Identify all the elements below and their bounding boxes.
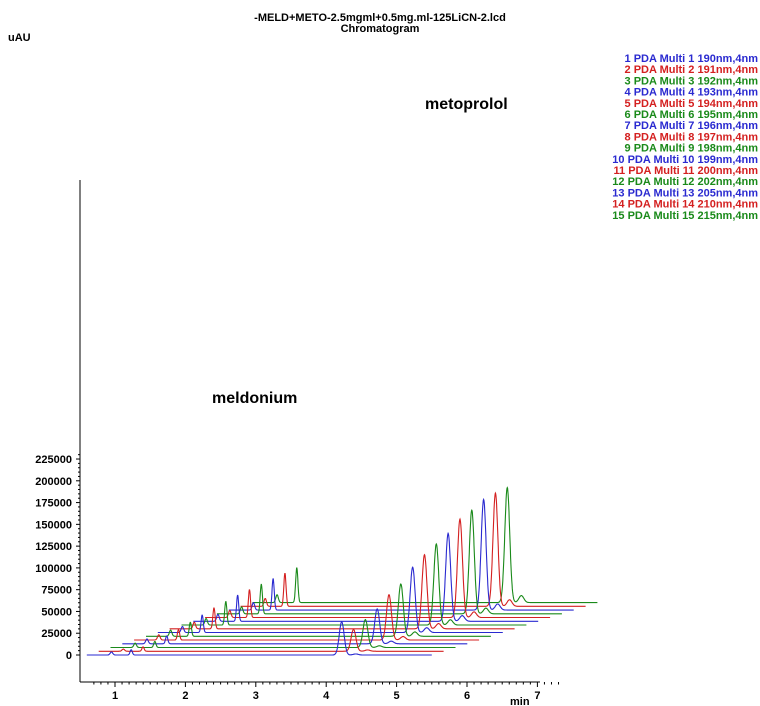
peak-annotation: meldonium <box>212 390 297 407</box>
peak-annotations: meldonium metoprolol <box>212 96 508 407</box>
trace-line <box>252 486 598 604</box>
trace-line <box>240 491 586 607</box>
trace-line <box>86 621 432 656</box>
y-tick-label: 150000 <box>35 519 72 531</box>
y-tick-label: 175000 <box>35 498 72 510</box>
trace-line <box>146 583 491 637</box>
x-tick-label: 4 <box>323 690 330 702</box>
trace-line <box>228 497 574 611</box>
y-tick-label: 125000 <box>35 541 72 553</box>
axes: 0 25000 50000 75000 100000 125000 150000 175000… <box>35 180 560 702</box>
y-tick-label: 200000 <box>35 476 72 488</box>
legend-entry: 2 PDA Multi 2 191nm,4nm <box>625 64 759 76</box>
x-tick-label: 6 <box>464 690 470 702</box>
trace-line <box>205 517 551 619</box>
y-tick-label: 25000 <box>41 628 72 640</box>
legend-entry: 3 PDA Multi 3 192nm,4nm <box>625 75 759 87</box>
chromatogram-traces <box>86 486 598 656</box>
legend-entry: 11 PDA Multi 11 200nm,4nm <box>614 165 759 177</box>
x-tick-label: 1 <box>112 690 118 702</box>
x-tick-label: 5 <box>394 690 400 702</box>
legend-entry: 4 PDA Multi 4 193nm,4nm <box>625 87 759 99</box>
legend-entry: 7 PDA Multi 7 196nm,4nm <box>625 120 759 132</box>
legend-entry: 1 PDA Multi 1 190nm,4nm <box>625 53 759 65</box>
peak-annotation: metoprolol <box>425 96 508 113</box>
legend-entry: 5 PDA Multi 5 194nm,4nm <box>625 98 759 110</box>
trace-line <box>181 542 527 626</box>
legend-entry: 15 PDA Multi 15 215nm,4nm <box>612 210 758 222</box>
y-tick-label: 50000 <box>41 606 72 618</box>
legend-entry: 6 PDA Multi 6 195nm,4nm <box>625 109 759 121</box>
legend-entry: 14 PDA Multi 14 210nm,4nm <box>612 199 758 211</box>
y-tick-label: 100000 <box>35 563 72 575</box>
y-tick-label: 75000 <box>41 585 72 597</box>
trace-line <box>98 628 444 652</box>
legend-entry: 10 PDA Multi 10 199nm,4nm <box>612 154 758 166</box>
x-tick-label: 2 <box>182 690 188 702</box>
x-tick-label: 3 <box>253 690 259 702</box>
trace-line <box>169 553 515 630</box>
chart-subtitle: Chromatogram <box>341 23 420 35</box>
x-tick-label: 7 <box>534 690 540 702</box>
trace-line <box>110 618 456 649</box>
x-axis-unit-label: min <box>510 696 530 706</box>
trace-line <box>216 508 562 615</box>
y-tick-label: 225000 <box>35 454 72 466</box>
trace-line <box>122 608 468 645</box>
y-tick-label: 0 <box>66 650 72 662</box>
trace-line <box>157 566 503 634</box>
trace-line <box>134 593 480 641</box>
legend-entry: 13 PDA Multi 13 205nm,4nm <box>612 187 758 199</box>
legend-entry: 8 PDA Multi 8 197nm,4nm <box>625 131 759 143</box>
legend-entry: 12 PDA Multi 12 202nm,4nm <box>612 176 758 188</box>
y-axis-unit-label: uAU <box>8 32 31 44</box>
chart-title: -MELD+METO-2.5mgml+0.5mg.ml-125LiCN-2.lc… <box>254 12 506 24</box>
legend-entry: 9 PDA Multi 9 198nm,4nm <box>625 143 759 155</box>
